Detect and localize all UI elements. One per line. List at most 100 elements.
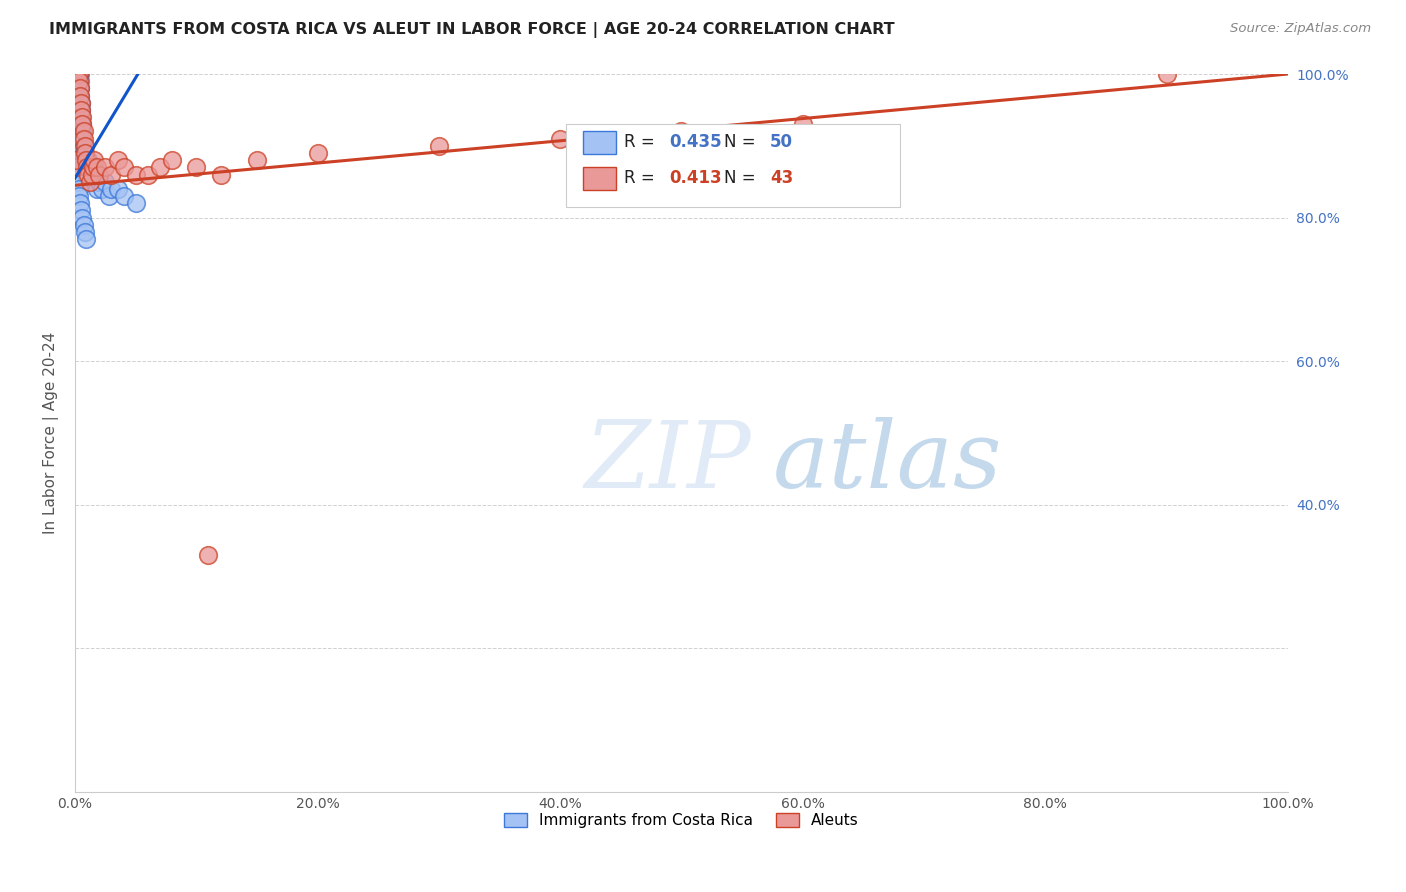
Point xyxy=(80,168,103,182)
Point xyxy=(66,67,89,81)
Point xyxy=(72,124,94,138)
Point xyxy=(75,168,97,182)
Point xyxy=(65,153,87,168)
Point xyxy=(94,175,117,189)
Point xyxy=(66,175,89,189)
Text: 0.435: 0.435 xyxy=(669,133,721,152)
Point xyxy=(83,153,105,168)
Point xyxy=(100,168,122,182)
Point xyxy=(149,161,172,175)
Point xyxy=(77,153,100,168)
Point xyxy=(69,88,91,103)
Point xyxy=(82,168,104,182)
Text: R =: R = xyxy=(624,133,661,152)
Point xyxy=(79,161,101,175)
Point xyxy=(83,161,105,175)
Text: R =: R = xyxy=(624,169,661,187)
Text: atlas: atlas xyxy=(772,417,1002,507)
Text: 43: 43 xyxy=(770,169,793,187)
Point xyxy=(246,153,269,168)
Point xyxy=(67,67,90,81)
Point xyxy=(80,161,103,175)
FancyBboxPatch shape xyxy=(583,131,616,153)
Point xyxy=(72,146,94,161)
Point xyxy=(67,67,90,81)
Point xyxy=(67,67,90,81)
Point xyxy=(209,168,232,182)
Point xyxy=(75,153,97,168)
Point xyxy=(107,182,129,196)
Point xyxy=(89,168,111,182)
Text: IMMIGRANTS FROM COSTA RICA VS ALEUT IN LABOR FORCE | AGE 20-24 CORRELATION CHART: IMMIGRANTS FROM COSTA RICA VS ALEUT IN L… xyxy=(49,22,894,38)
Point xyxy=(125,196,148,211)
Point xyxy=(66,67,89,81)
Point xyxy=(76,168,98,182)
Point xyxy=(65,153,87,168)
Point xyxy=(66,67,89,81)
Point xyxy=(72,117,94,131)
Point xyxy=(125,168,148,182)
Y-axis label: In Labor Force | Age 20-24: In Labor Force | Age 20-24 xyxy=(44,332,59,534)
Point xyxy=(72,138,94,153)
Point xyxy=(69,67,91,81)
Point xyxy=(69,81,91,95)
Point xyxy=(80,168,103,182)
Point xyxy=(70,95,93,110)
Point xyxy=(86,182,108,196)
Point xyxy=(70,110,93,124)
Point xyxy=(112,189,135,203)
Point xyxy=(72,211,94,225)
Point xyxy=(89,175,111,189)
Point xyxy=(69,196,91,211)
Point xyxy=(65,161,87,175)
Point xyxy=(86,161,108,175)
Point xyxy=(107,153,129,168)
FancyBboxPatch shape xyxy=(567,124,900,207)
Point xyxy=(67,67,90,81)
Point xyxy=(94,161,117,175)
Text: 0.413: 0.413 xyxy=(669,169,721,187)
Point xyxy=(67,67,90,81)
Point xyxy=(73,153,96,168)
Point xyxy=(69,74,91,88)
Text: N =: N = xyxy=(724,133,761,152)
Point xyxy=(112,161,135,175)
Point xyxy=(69,88,91,103)
Point xyxy=(72,124,94,138)
Point xyxy=(73,161,96,175)
Point xyxy=(70,203,93,218)
Point xyxy=(70,103,93,117)
Point xyxy=(307,146,329,161)
Point xyxy=(65,161,87,175)
Point xyxy=(75,232,97,246)
Point xyxy=(72,218,94,232)
Point xyxy=(69,81,91,95)
Point xyxy=(67,189,90,203)
Point xyxy=(76,161,98,175)
Point xyxy=(72,110,94,124)
Point xyxy=(1156,67,1178,81)
Point xyxy=(67,74,90,88)
Point xyxy=(671,124,693,138)
Text: 50: 50 xyxy=(770,133,793,152)
Point xyxy=(72,131,94,145)
Point xyxy=(100,182,122,196)
Point xyxy=(90,182,112,196)
Text: N =: N = xyxy=(724,169,761,187)
Point xyxy=(548,131,571,145)
Point xyxy=(98,189,121,203)
Point xyxy=(73,146,96,161)
Legend: Immigrants from Costa Rica, Aleuts: Immigrants from Costa Rica, Aleuts xyxy=(498,807,865,835)
Point xyxy=(197,548,219,562)
Point xyxy=(70,95,93,110)
Point xyxy=(73,138,96,153)
Text: ZIP: ZIP xyxy=(585,417,751,507)
Point xyxy=(67,182,90,196)
Point xyxy=(77,168,100,182)
Point xyxy=(72,131,94,145)
Point xyxy=(186,161,208,175)
Point xyxy=(73,225,96,239)
FancyBboxPatch shape xyxy=(583,167,616,190)
Point xyxy=(66,67,89,81)
Point xyxy=(76,161,98,175)
